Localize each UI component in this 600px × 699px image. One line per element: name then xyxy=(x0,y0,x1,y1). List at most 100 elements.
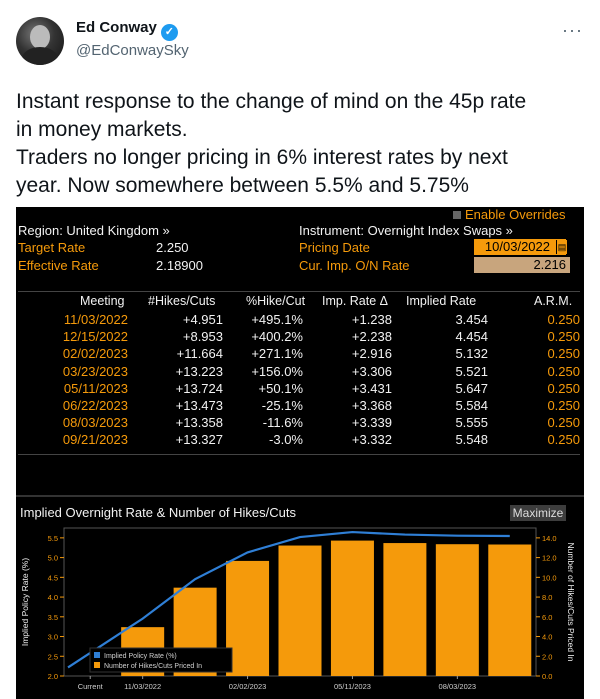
bar xyxy=(488,544,532,676)
table-row: 06/22/2023 +13.473 -25.1% +3.368 5.584 0.250 xyxy=(18,398,580,415)
cur-imp-label: Cur. Imp. O/N Rate xyxy=(299,258,410,273)
calendar-icon: ▤ xyxy=(556,240,567,254)
table-row: 02/02/2023 +11.664 +271.1% +2.916 5.132 0.250 xyxy=(18,346,580,363)
table-cell: 5.584 xyxy=(455,398,488,413)
implied-rate-chart: 2.0 2.5 3.0 3.5 4.0 4.5 5.0 5.5 0.0 2.0 4.0 6.0 8.0 1… xyxy=(20,527,576,691)
table-cell: +13.724 xyxy=(175,380,223,396)
table-cell: +3.339 xyxy=(351,415,392,431)
x-tick-label: Current xyxy=(78,682,104,691)
table-cell: +2.238 xyxy=(351,329,392,345)
table-cell: +13.327 xyxy=(175,432,223,448)
table-cell: 5.521 xyxy=(455,363,488,379)
chart-title: Implied Overnight Rate & Number of Hikes… xyxy=(20,505,296,520)
x-tick-label: 11/03/2022 xyxy=(124,682,161,691)
x-tick-label: 05/11/2023 xyxy=(334,682,371,691)
table-cell: -3.0% xyxy=(269,432,303,448)
right-tick-label: 12.0 xyxy=(542,554,557,563)
table-cell: 03/23/2023 xyxy=(62,363,128,379)
column-header: Meeting xyxy=(80,294,125,308)
table-cell: 0.250 xyxy=(547,363,580,379)
left-tick-label: 3.0 xyxy=(48,633,58,642)
table-cell: +11.664 xyxy=(176,346,223,362)
table-cell: +3.332 xyxy=(351,432,392,448)
effective-rate-value: 2.18900 xyxy=(156,258,203,273)
cur-imp-field: 2.216 xyxy=(474,257,570,273)
table-cell: 5.647 xyxy=(455,380,488,396)
pricing-date-field: 10/03/2022 xyxy=(474,239,566,255)
table-cell: 0.250 xyxy=(547,346,580,362)
table-cell: 05/11/2023 xyxy=(63,380,128,396)
more-options-icon[interactable]: ··· xyxy=(562,20,583,40)
column-header: Imp. Rate Δ xyxy=(322,294,389,308)
avatar-body xyxy=(22,47,58,65)
table-cell: 0.250 xyxy=(547,432,580,448)
right-axis-title: Number of Hikes/Cuts Priced In xyxy=(566,542,576,661)
region-label: Region: United Kingdom » xyxy=(18,223,170,238)
panel-divider xyxy=(16,495,584,497)
terminal-screenshot[interactable]: Enable Overrides Region: United Kingdom … xyxy=(16,207,584,699)
right-tick-label: 2.0 xyxy=(542,652,552,661)
table-row: 03/23/2023 +13.223 +156.0% +3.306 5.521 0.250 xyxy=(18,364,580,381)
table-cell: 4.454 xyxy=(455,329,488,345)
column-header: %Hike/Cut xyxy=(246,294,306,308)
table-cell: +1.238 xyxy=(351,312,392,327)
bar xyxy=(226,560,270,676)
maximize-button[interactable]: Maximize xyxy=(510,505,566,521)
bar xyxy=(383,543,427,676)
table-cell: -11.6% xyxy=(262,415,303,431)
avatar[interactable] xyxy=(16,17,64,65)
table-cell: 09/21/2023 xyxy=(62,432,128,448)
table-cell: +13.223 xyxy=(175,363,223,379)
legend-label: Implied Policy Rate (%) xyxy=(104,653,177,660)
tweet-line: Instant response to the change of mind o… xyxy=(16,90,527,113)
left-tick-label: 5.5 xyxy=(48,534,58,543)
enable-overrides-checkbox xyxy=(453,211,461,219)
pricing-date-label: Pricing Date xyxy=(299,240,370,255)
legend-label: Number of Hikes/Cuts Priced In xyxy=(104,663,202,670)
left-tick-label: 5.0 xyxy=(48,554,58,563)
tweet-line: in money markets. xyxy=(16,118,188,141)
table-cell: 11/03/2022 xyxy=(63,312,128,327)
bar xyxy=(435,544,479,676)
table-cell: 0.250 xyxy=(547,415,580,431)
table-cell: 0.250 xyxy=(547,380,580,396)
column-header: #Hikes/Cuts xyxy=(148,294,216,308)
table-cell: +13.358 xyxy=(175,415,223,431)
table-cell: +3.306 xyxy=(351,363,392,379)
pricing-date-value: 10/03/2022 xyxy=(484,239,550,254)
table-row: 05/11/2023 +13.724 +50.1% +3.431 5.647 0.250 xyxy=(18,381,580,398)
target-rate-value: 2.250 xyxy=(156,240,189,255)
table-cell: 0.250 xyxy=(547,312,580,327)
table-cell: +271.1% xyxy=(251,346,303,362)
left-tick-label: 3.5 xyxy=(48,613,58,622)
legend-swatch xyxy=(94,662,100,668)
table-cell: -25.1% xyxy=(261,398,303,413)
right-tick-label: 4.0 xyxy=(542,633,552,642)
table-cell: +3.368 xyxy=(351,398,392,413)
author-name[interactable]: Ed Conway ✓ xyxy=(76,19,178,41)
table-cell: 5.555 xyxy=(455,415,488,431)
right-tick-label: 14.0 xyxy=(542,534,557,543)
table-cell: +13.473 xyxy=(175,398,223,413)
table-cell: 0.250 xyxy=(547,398,580,413)
table-cell: 5.548 xyxy=(455,432,488,448)
right-tick-label: 0.0 xyxy=(542,672,552,681)
author-handle[interactable]: @EdConwaySky xyxy=(76,42,189,59)
table-cell: 06/22/2023 xyxy=(62,398,128,413)
target-rate-label: Target Rate xyxy=(18,240,86,255)
enable-overrides-label: Enable Overrides xyxy=(465,207,566,222)
table-cell: 12/15/2022 xyxy=(62,329,128,345)
legend-box xyxy=(89,647,233,673)
legend-swatch xyxy=(94,652,100,658)
author-name-text: Ed Conway xyxy=(76,19,157,36)
right-tick-label: 8.0 xyxy=(542,593,552,602)
tweet-line: Traders no longer pricing in 6% interest… xyxy=(16,146,508,169)
table-cell: +400.2% xyxy=(251,329,303,345)
table-row: 09/21/2023 +13.327 -3.0% +3.332 5.548 0.250 xyxy=(18,432,580,449)
table-cell: 08/03/2023 xyxy=(62,415,128,431)
bar xyxy=(278,545,322,676)
table-cell: +8.953 xyxy=(182,329,223,345)
table-cell: +495.1% xyxy=(251,312,303,327)
left-tick-label: 2.5 xyxy=(48,652,58,661)
left-tick-label: 2.0 xyxy=(48,672,58,681)
